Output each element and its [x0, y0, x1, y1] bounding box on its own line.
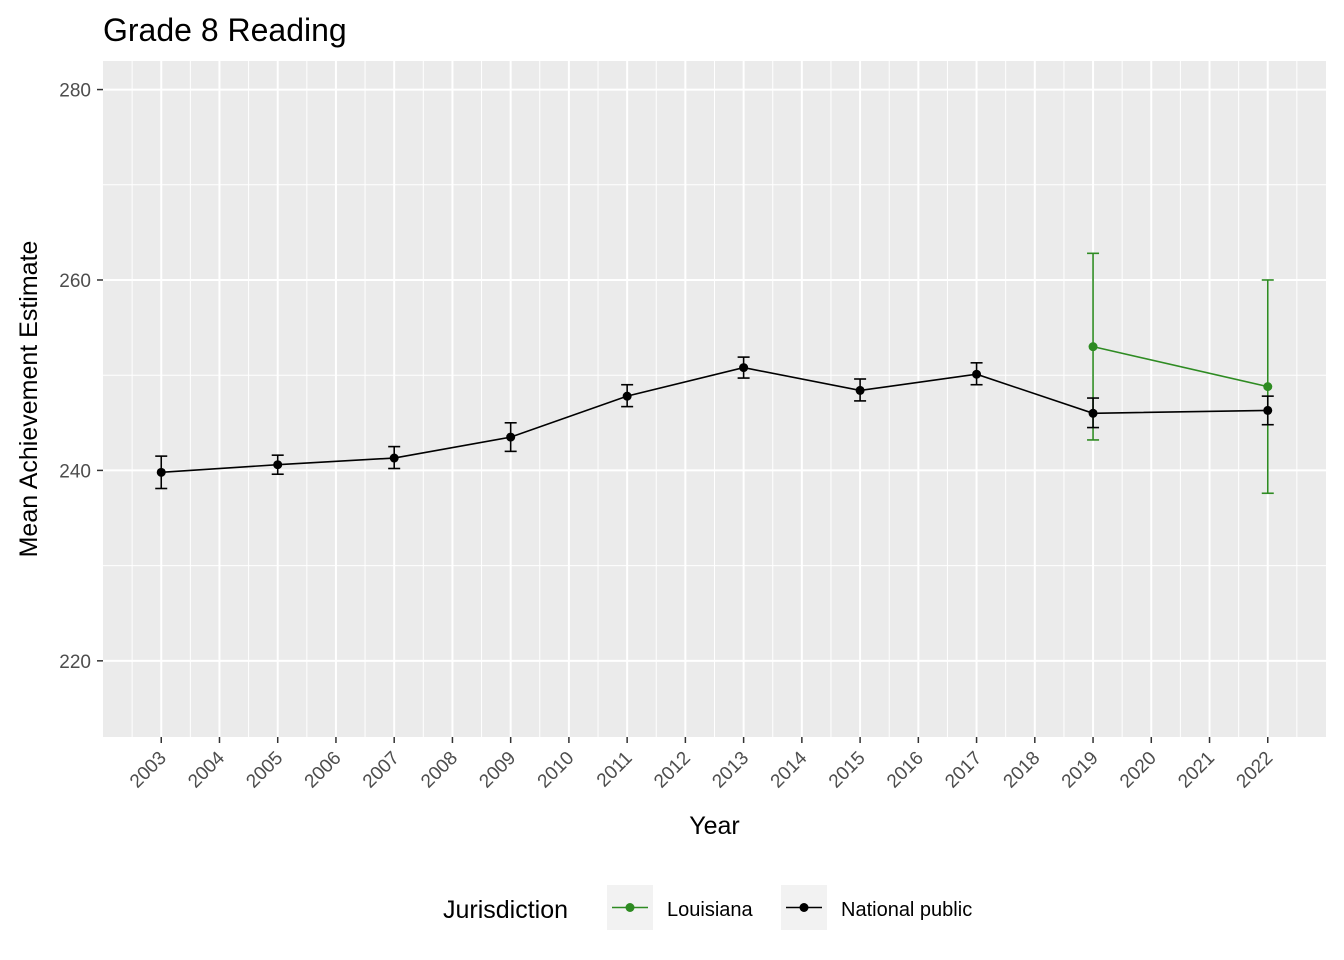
data-point: [1263, 405, 1273, 415]
x-axis-title: Year: [689, 812, 740, 840]
y-tick-label: 260: [59, 271, 91, 292]
x-tick-label: 2004: [184, 747, 229, 792]
x-tick-label: 2017: [941, 748, 986, 793]
y-tick-labels: 220 240 260 280: [59, 81, 91, 673]
legend-key-point: [799, 903, 809, 912]
x-tick-label: 2014: [767, 747, 812, 792]
data-point: [622, 391, 632, 401]
legend-key-point: [625, 903, 635, 912]
x-tick-label: 2020: [1116, 748, 1161, 793]
legend-item-louisiana: Louisiana: [607, 885, 754, 930]
x-tick-label: 2011: [593, 748, 637, 792]
x-tick-label: 2006: [301, 748, 346, 793]
y-tick-label: 240: [59, 461, 91, 482]
data-point: [389, 453, 399, 463]
data-point: [506, 432, 516, 442]
x-tick-label: 2021: [1174, 748, 1219, 793]
x-tick-label: 2009: [475, 748, 520, 793]
x-tick-label: 2010: [534, 748, 579, 793]
axis-ticks: [97, 88, 1269, 743]
x-tick-label: 2022: [1233, 748, 1278, 793]
data-point: [1088, 342, 1098, 352]
chart-title: Grade 8 Reading: [103, 12, 347, 48]
x-tick-labels: 2003 2004 2005 2006 2007 2008 2009 2010 2011 2012…: [126, 747, 1277, 792]
series-louisiana: [1087, 252, 1274, 495]
data-point: [273, 460, 283, 470]
x-tick-label: 2003: [126, 748, 171, 793]
series-layer: [155, 252, 1274, 495]
legend-label: National public: [841, 899, 972, 921]
x-tick-label: 2018: [1000, 748, 1045, 793]
data-point: [972, 369, 982, 379]
x-tick-label: 2013: [708, 748, 753, 793]
legend-item-national-public: National public: [781, 885, 972, 930]
x-tick-label: 2007: [359, 748, 404, 793]
legend-label: Louisiana: [667, 899, 754, 921]
x-tick-label: 2012: [650, 748, 695, 793]
x-tick-label: 2008: [417, 748, 462, 793]
x-tick-label: 2005: [243, 748, 288, 793]
x-tick-label: 2019: [1058, 748, 1103, 793]
data-point: [156, 467, 166, 477]
x-tick-label: 2016: [883, 748, 928, 793]
data-point: [855, 385, 865, 395]
series-line-louisiana: [1092, 345, 1268, 388]
series-line-national-public: [161, 366, 1268, 474]
y-axis-title: Mean Achievement Estimate: [15, 241, 43, 558]
legend-title: Jurisdiction: [443, 896, 568, 924]
data-point: [1088, 408, 1098, 418]
x-tick-label: 2015: [825, 748, 870, 793]
legend: Jurisdiction Louisiana National public: [443, 885, 972, 930]
data-point: [739, 363, 749, 373]
y-tick-label: 280: [59, 81, 91, 102]
series-national-public: [155, 356, 1274, 490]
grid-minor: [103, 61, 1326, 737]
data-point: [1263, 382, 1273, 392]
y-tick-label: 220: [59, 652, 91, 673]
